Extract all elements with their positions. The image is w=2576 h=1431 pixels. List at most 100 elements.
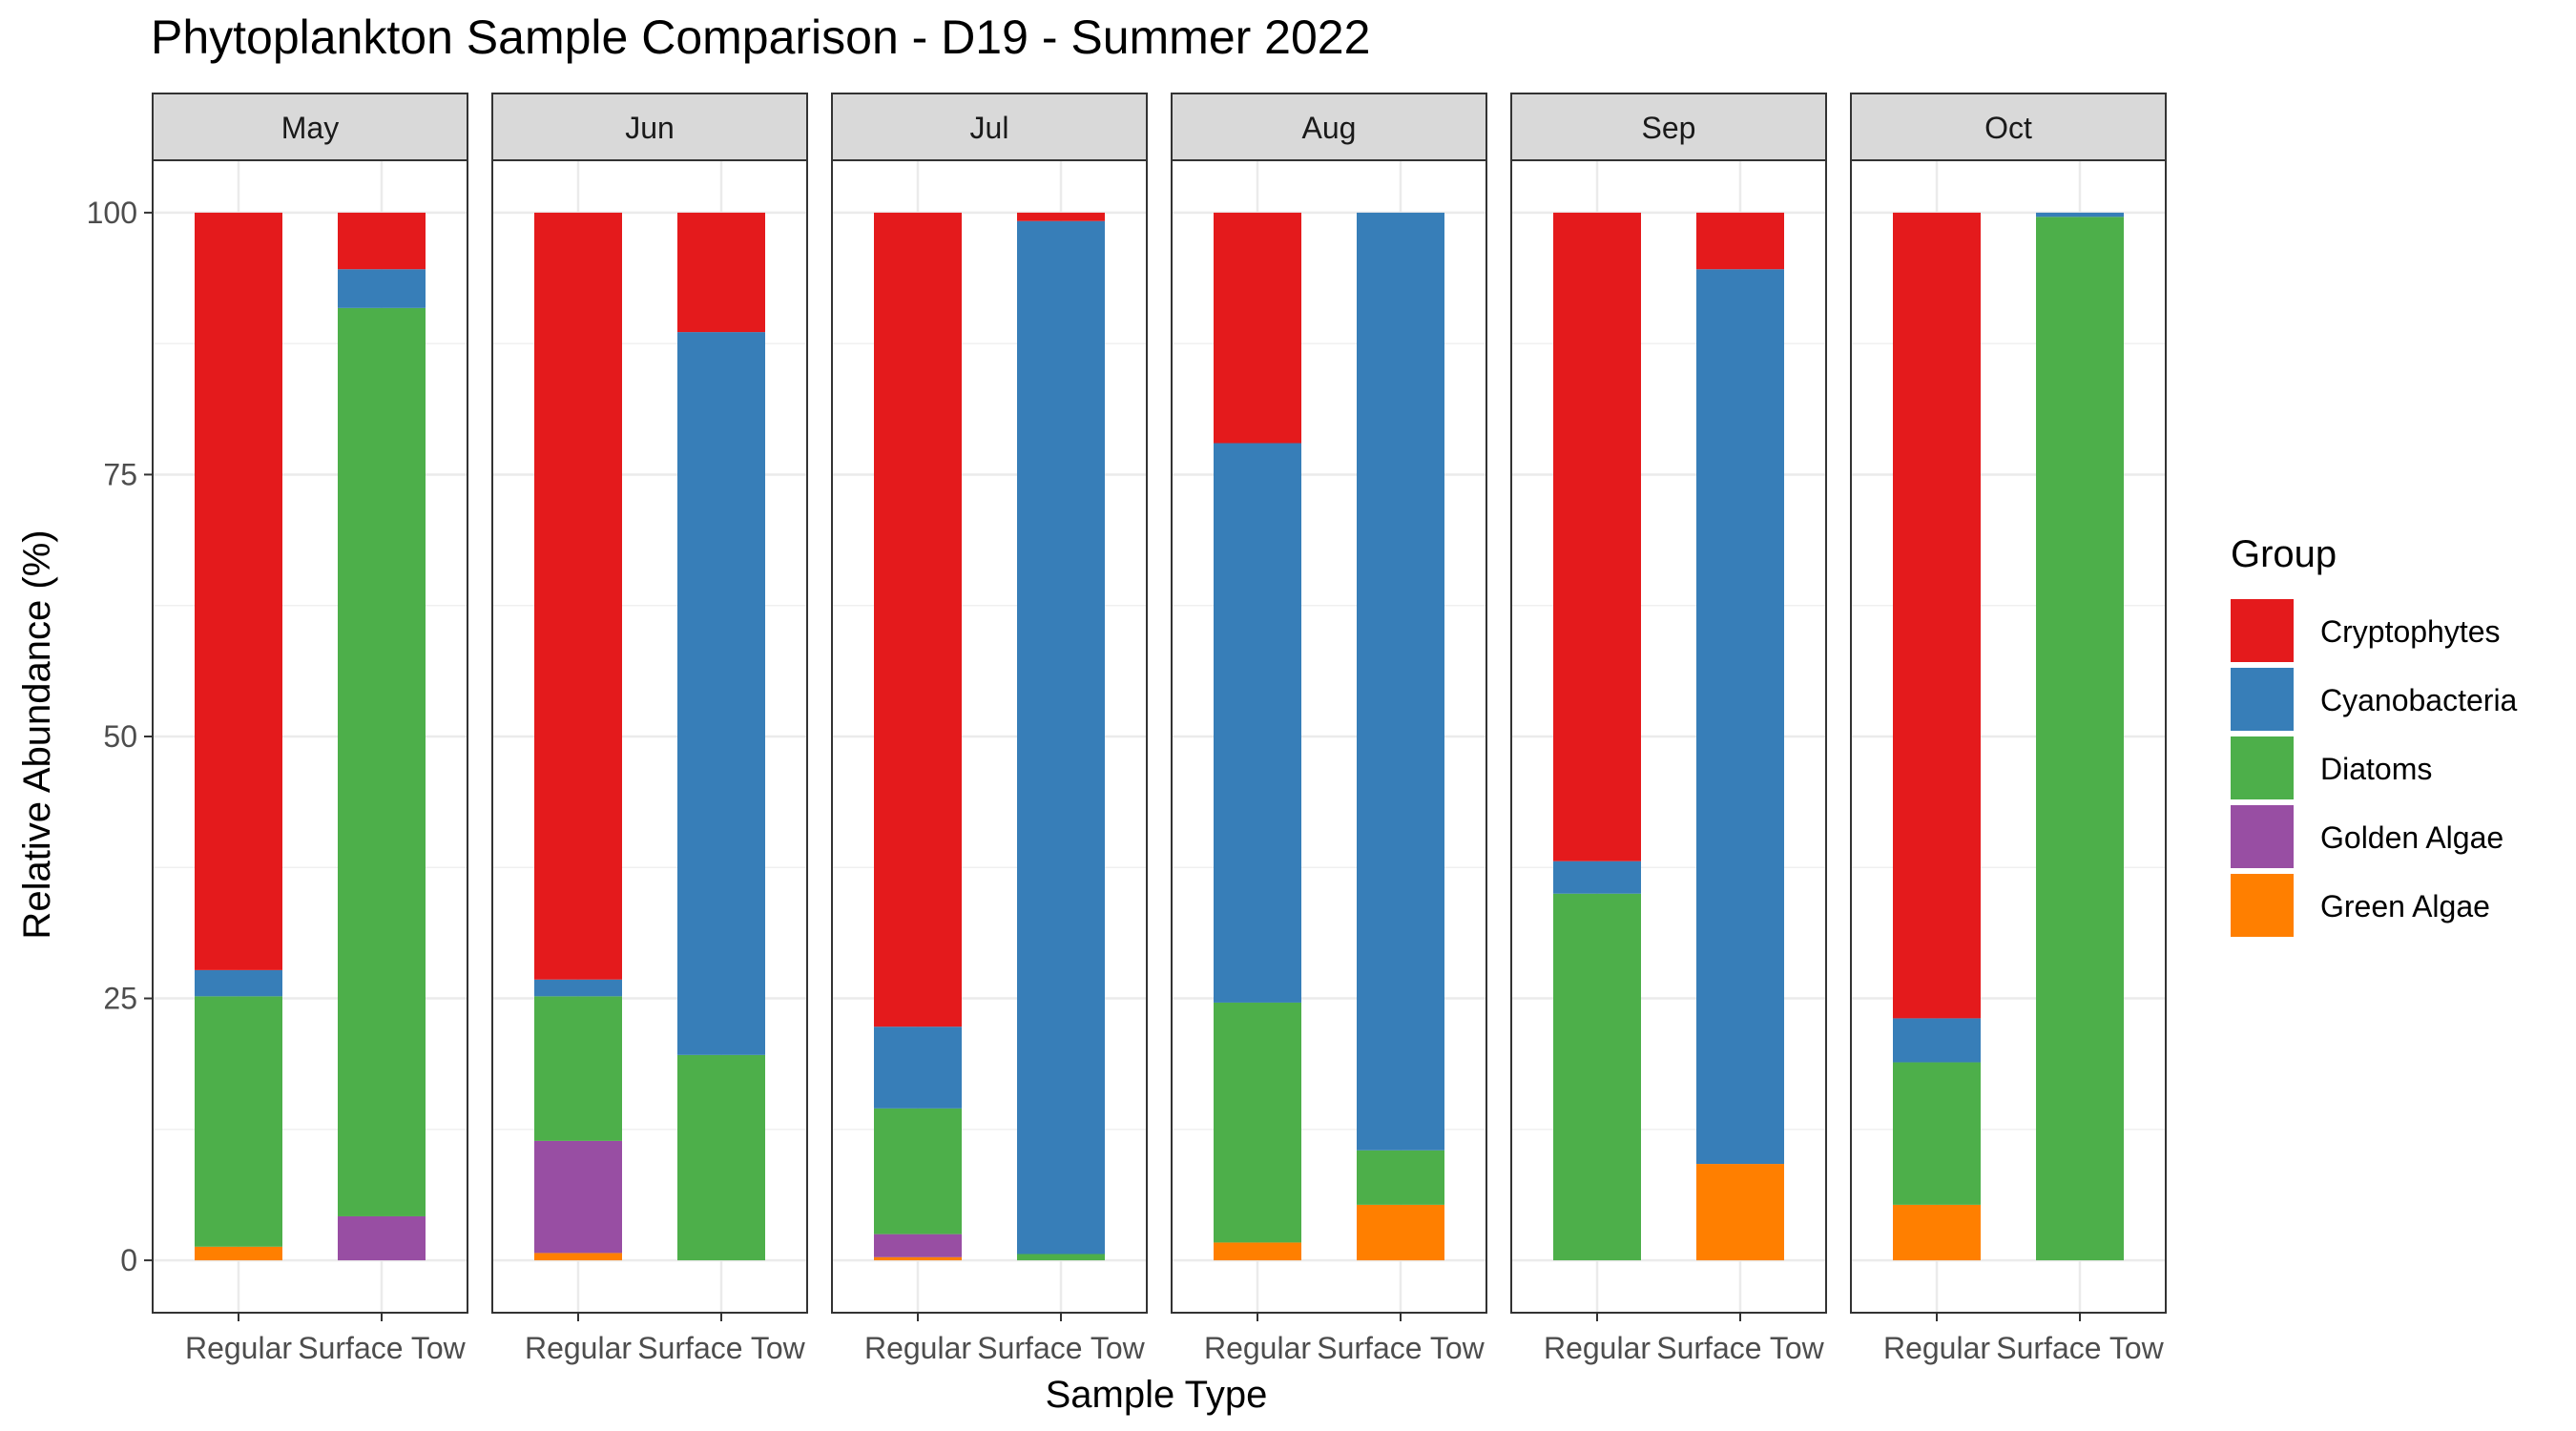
x-tick-label: Surface Tow: [1996, 1331, 2164, 1365]
bar-segment-diatoms: [1017, 1254, 1105, 1261]
bar-segment-cyanobacteria: [1893, 1018, 1981, 1063]
facet-strip: [1171, 93, 1487, 161]
x-tick-label: Regular: [1883, 1331, 1990, 1365]
bar-segment-green-algae: [534, 1253, 622, 1261]
legend-key-cyanobacteria: [2231, 668, 2294, 731]
bar-segment-cyanobacteria: [1696, 269, 1784, 1165]
bar-segment-green-algae: [1357, 1204, 1444, 1261]
bar-segment-cryptophytes: [338, 212, 426, 270]
bar-segment-diatoms: [1553, 893, 1641, 1261]
facet-strip: [831, 93, 1148, 161]
legend-label: Cryptophytes: [2320, 614, 2501, 649]
bar-segment-diatoms: [1214, 1002, 1301, 1243]
bar-segment-golden-algae: [534, 1140, 622, 1254]
bar-segment-green-algae: [1893, 1204, 1981, 1261]
legend-label: Diatoms: [2320, 752, 2432, 786]
bar-segment-diatoms: [1893, 1062, 1981, 1205]
y-tick-label: 100: [87, 196, 137, 230]
y-tick-label: 75: [103, 457, 137, 491]
facet-strip-label: Jun: [625, 111, 675, 145]
bar-segment-diatoms: [2036, 217, 2124, 1261]
bar-segment-cryptophytes: [1017, 212, 1105, 221]
facet-strip: [1510, 93, 1827, 161]
bar-segment-golden-algae: [338, 1215, 426, 1261]
bar-segment-green-algae: [874, 1256, 962, 1261]
bar-segment-cyanobacteria: [1214, 443, 1301, 1003]
y-tick-label: 0: [120, 1243, 137, 1277]
bar-segment-cyanobacteria: [534, 979, 622, 997]
bar-segment-cryptophytes: [1214, 212, 1301, 444]
panel-border: [1171, 159, 1487, 1314]
legend-title: Group: [2231, 533, 2337, 575]
bar-segment-cryptophytes: [534, 212, 622, 980]
bar-segment-cryptophytes: [1553, 212, 1641, 861]
bar-segment-green-algae: [1214, 1242, 1301, 1261]
legend-key-diatoms: [2231, 736, 2294, 799]
bar-segment-diatoms: [534, 996, 622, 1141]
bar-segment-diatoms: [677, 1054, 765, 1261]
facet-strip: [152, 93, 468, 161]
bar-segment-green-algae: [1696, 1164, 1784, 1261]
bar-segment-cyanobacteria: [2036, 212, 2124, 218]
bar-segment-cryptophytes: [1696, 212, 1784, 270]
bar-segment-cryptophytes: [1893, 212, 1981, 1019]
bar-segment-cryptophytes: [195, 212, 282, 970]
facet-strip-label: Aug: [1302, 111, 1357, 145]
y-axis-label: Relative Abundance (%): [16, 529, 58, 939]
bar-segment-diatoms: [874, 1108, 962, 1234]
bar-segment-cyanobacteria: [1357, 212, 1444, 1151]
legend-key-golden-algae: [2231, 805, 2294, 868]
bar-segment-cyanobacteria: [1553, 861, 1641, 894]
y-tick-label: 50: [103, 719, 137, 754]
bar-segment-cyanobacteria: [195, 969, 282, 997]
legend-key-green-algae: [2231, 874, 2294, 937]
y-axis: 0 25 50 75 100: [87, 196, 153, 1277]
facet-strip-label: Sep: [1642, 111, 1696, 145]
legend-label: Green Algae: [2320, 889, 2490, 923]
x-tick-label: Regular: [525, 1331, 632, 1365]
bar-segment-cyanobacteria: [338, 269, 426, 308]
x-tick-label: Surface Tow: [298, 1331, 466, 1365]
bar-segment-diatoms: [338, 307, 426, 1216]
bar-segment-golden-algae: [874, 1234, 962, 1257]
bar-segment-diatoms: [1357, 1150, 1444, 1205]
bar-segment-diatoms: [195, 996, 282, 1247]
facet-strip: [491, 93, 808, 161]
facet-strip-label: Oct: [1984, 111, 2032, 145]
legend-label: Cyanobacteria: [2320, 683, 2518, 717]
facet-strip-label: May: [281, 111, 339, 145]
legend-label: Golden Algae: [2320, 820, 2503, 855]
x-tick-label: Surface Tow: [1656, 1331, 1824, 1365]
x-tick-label: Regular: [1204, 1331, 1311, 1365]
bar-segment-cyanobacteria: [677, 332, 765, 1055]
bar-segment-green-algae: [195, 1246, 282, 1261]
bar-segment-cryptophytes: [874, 212, 962, 1027]
panel-border: [831, 159, 1148, 1314]
facet-panel-sep: Sep Regular Surface Tow: [1510, 93, 1827, 1365]
panel-border: [491, 159, 808, 1314]
x-tick-label: Surface Tow: [637, 1331, 805, 1365]
facet-panel-jul: Jul Regular Surface Tow: [831, 93, 1148, 1365]
bar-segment-cryptophytes: [677, 212, 765, 333]
x-tick-label: Regular: [864, 1331, 971, 1365]
facet-strip-label: Jul: [970, 111, 1009, 145]
facet-panel-oct: Oct Regular Surface Tow: [1850, 93, 2167, 1365]
x-tick-label: Regular: [1544, 1331, 1651, 1365]
legend-key-cryptophytes: [2231, 599, 2294, 662]
x-tick-label: Surface Tow: [977, 1331, 1145, 1365]
x-tick-label: Regular: [185, 1331, 292, 1365]
x-tick-label: Surface Tow: [1317, 1331, 1485, 1365]
x-axis-label: Sample Type: [1046, 1374, 1268, 1416]
legend: Group Cryptophytes Cyanobacteria Diatoms Gol…: [2231, 533, 2518, 937]
bar-segment-cyanobacteria: [874, 1027, 962, 1109]
chart-title: Phytoplankton Sample Comparison - D19 - …: [151, 10, 1370, 64]
facet-panel-may: May Regular Surface Tow: [152, 93, 468, 1365]
bar-segment-cyanobacteria: [1017, 220, 1105, 1255]
facet-panel-jun: Jun Regular Surface Tow: [491, 93, 808, 1365]
facet-strip: [1850, 93, 2167, 161]
panel-border: [1510, 159, 1827, 1314]
y-tick-label: 25: [103, 982, 137, 1016]
panel-border: [1850, 159, 2167, 1314]
